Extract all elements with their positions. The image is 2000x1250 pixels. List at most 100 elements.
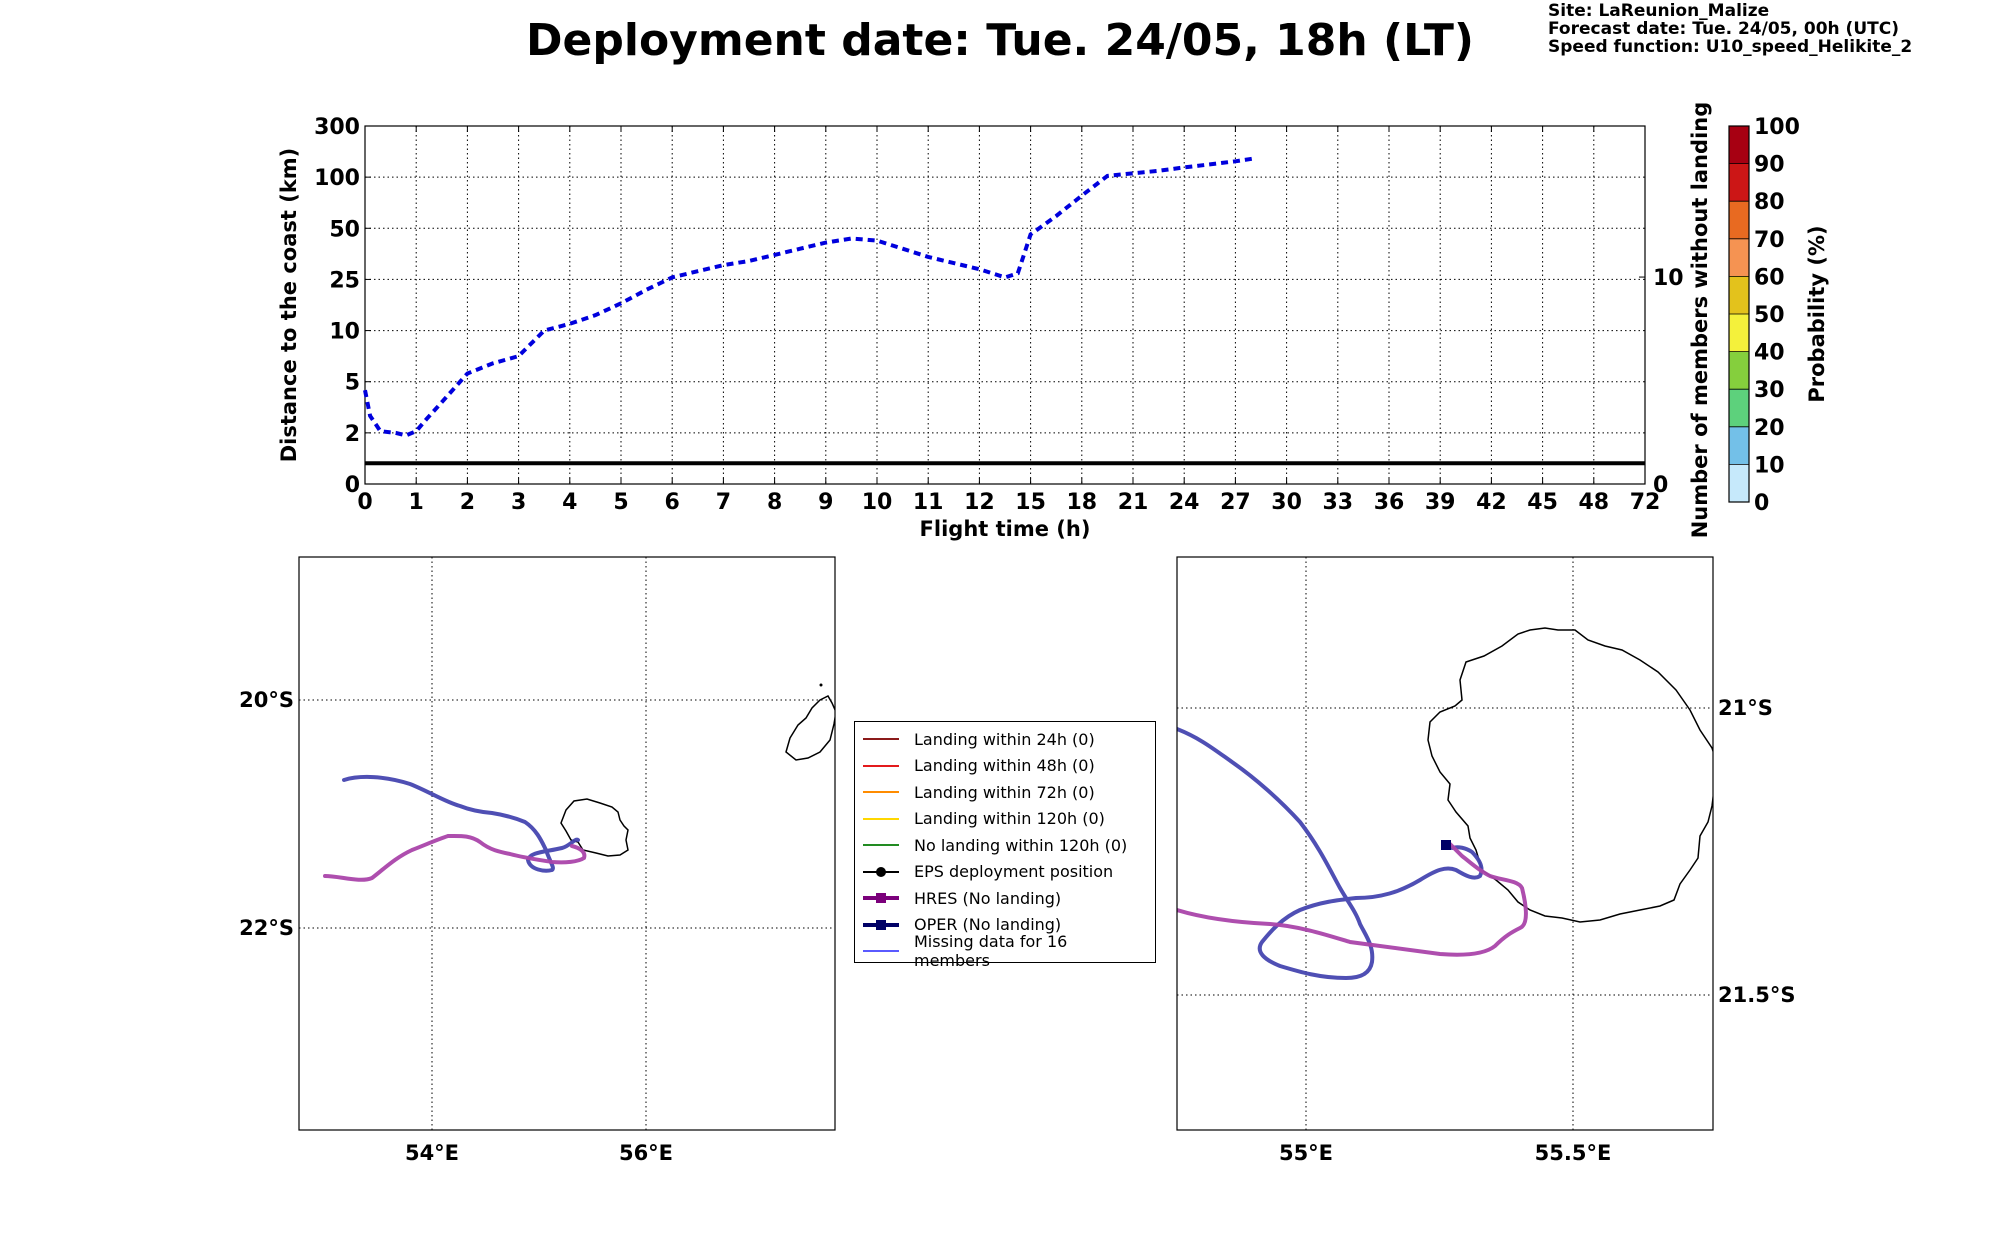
colorbar-tick-label: 70 [1754, 228, 1785, 253]
legend-dot-marker [876, 866, 886, 877]
islet-dot [819, 683, 823, 687]
legend-line [863, 844, 899, 847]
legend-label: Landing within 24h (0) [914, 729, 1095, 749]
x-tick-label: 9 [818, 490, 833, 515]
y-tick-label: 10 [329, 320, 360, 345]
longitude-label: 56°E [619, 1141, 673, 1165]
distance-series-line [363, 156, 1253, 438]
colorbar-tick-label: 60 [1754, 265, 1785, 290]
mauritius-coastline [785, 695, 835, 761]
map-overview: 54°E 56°E 20°S 22°S [239, 556, 836, 1165]
legend-box: Landing within 24h (0) Landing within 48h… [854, 721, 1156, 970]
legend-line [863, 738, 899, 741]
colorbar-segment [1729, 276, 1749, 314]
x-tick-label: 8 [767, 490, 782, 515]
x-axis-label: Flight time (h) [920, 517, 1091, 541]
legend-item: Landing within 72h (0) [863, 779, 1147, 806]
reunion-coastline-zoom [1427, 627, 1713, 923]
legend-label: Landing within 120h (0) [914, 809, 1105, 829]
legend-swatch [863, 917, 899, 933]
legend-item: OPER (No landing) [863, 912, 1147, 939]
metadata-block: Site: LaReunion_Malize Forecast date: Tu… [1548, 2, 1912, 56]
legend-item: Landing within 24h (0) [863, 726, 1147, 753]
legend-line [863, 950, 899, 953]
legend-label: HRES (No landing) [914, 888, 1062, 908]
oper-track-zoom [1177, 727, 1484, 981]
x-tick-label: 15 [1015, 490, 1046, 515]
legend-line [863, 764, 899, 767]
y-tick-label: 0 [345, 473, 360, 498]
legend-swatch [863, 837, 899, 853]
legend-label: OPER (No landing) [914, 915, 1062, 935]
legend-label: No landing within 120h (0) [914, 835, 1128, 855]
forecast-date-label: Forecast date: Tue. 24/05, 00h (UTC) [1548, 19, 1899, 39]
latitude-label: 21°S [1718, 696, 1773, 720]
x-tick-label: 30 [1271, 490, 1302, 515]
legend-label: EPS deployment position [914, 862, 1114, 882]
hres-track-zoom [1177, 842, 1528, 957]
colorbar-tick-label: 90 [1754, 153, 1785, 178]
legend-label: Missing data for 16 members [914, 932, 1068, 971]
x-tick-label: 24 [1169, 490, 1200, 515]
x-tick-label: 7 [716, 490, 731, 515]
x-tick-label: 10 [862, 490, 893, 515]
longitude-label: 54°E [405, 1141, 459, 1165]
x-tick-label: 33 [1322, 490, 1353, 515]
oper-deployment-marker [1441, 840, 1451, 850]
x-tick-label: 3 [511, 490, 526, 515]
y2-tick-label: 0 [1653, 473, 1668, 498]
colorbar-segment [1729, 389, 1749, 427]
x-tick-label: 45 [1527, 490, 1558, 515]
chart-title: Deployment date: Tue. 24/05, 18h (LT) [526, 15, 1474, 66]
map-zoom: 55°E 55.5°E 21°S 21.5°S [1176, 556, 1795, 1165]
x-tick-label: 18 [1066, 490, 1097, 515]
y2-tick-label: 10 [1653, 266, 1684, 291]
legend-swatch [863, 890, 899, 906]
colorbar-segment [1729, 163, 1749, 202]
map-frame [298, 556, 836, 1131]
legend-line [863, 817, 899, 820]
legend-swatch [863, 731, 899, 747]
x-tick-label: 27 [1220, 490, 1251, 515]
y-tick-label: 2 [345, 422, 360, 447]
legend-item: EPS deployment position [863, 859, 1147, 886]
x-tick-label: 2 [460, 490, 475, 515]
legend-item: Landing within 48h (0) [863, 753, 1147, 780]
colorbar-tick-label: 50 [1754, 303, 1785, 328]
probability-colorbar: 0 10 20 30 40 50 60 70 80 90 100 Probability (%) [1728, 115, 1829, 516]
x-tick-label: 1 [409, 490, 424, 515]
x-tick-label: 0 [357, 490, 372, 515]
map-frame [1176, 556, 1714, 1131]
legend-swatch [863, 943, 899, 959]
x-tick-label: 48 [1578, 490, 1609, 515]
x-tick-label: 12 [964, 490, 995, 515]
longitude-label: 55.5°E [1535, 1141, 1612, 1165]
y-tick-label: 25 [329, 268, 360, 293]
colorbar-segment [1729, 464, 1749, 502]
x-tick-label: 21 [1118, 490, 1149, 515]
x-tick-label: 39 [1425, 490, 1456, 515]
colorbar-segment [1729, 238, 1749, 277]
colorbar-frame [1728, 125, 1750, 503]
y-tick-label: 5 [345, 371, 360, 396]
plot-frame [364, 125, 1646, 485]
y2-axis-label: Number of members without landing [1688, 102, 1712, 539]
latitude-label: 21.5°S [1718, 983, 1795, 1007]
x-tick-label: 11 [913, 490, 944, 515]
colorbar-tick-label: 10 [1754, 453, 1785, 478]
legend-square-marker [876, 919, 886, 930]
oper-track [342, 774, 580, 873]
colorbar-tick-label: 30 [1754, 378, 1785, 403]
colorbar-segment [1729, 201, 1749, 239]
x-tick-label: 36 [1374, 490, 1405, 515]
legend-item: No landing within 120h (0) [863, 832, 1147, 859]
x-tick-label: 72 [1630, 490, 1661, 515]
x-tick-label: 4 [562, 490, 577, 515]
legend-square-marker [876, 893, 886, 904]
y-axis-label: Distance to the coast (km) [277, 148, 301, 463]
colorbar-segment [1729, 351, 1749, 390]
latitude-label: 22°S [239, 916, 294, 940]
colorbar-tick-label: 0 [1754, 491, 1769, 516]
legend-item: Missing data for 16 members [863, 932, 1147, 970]
